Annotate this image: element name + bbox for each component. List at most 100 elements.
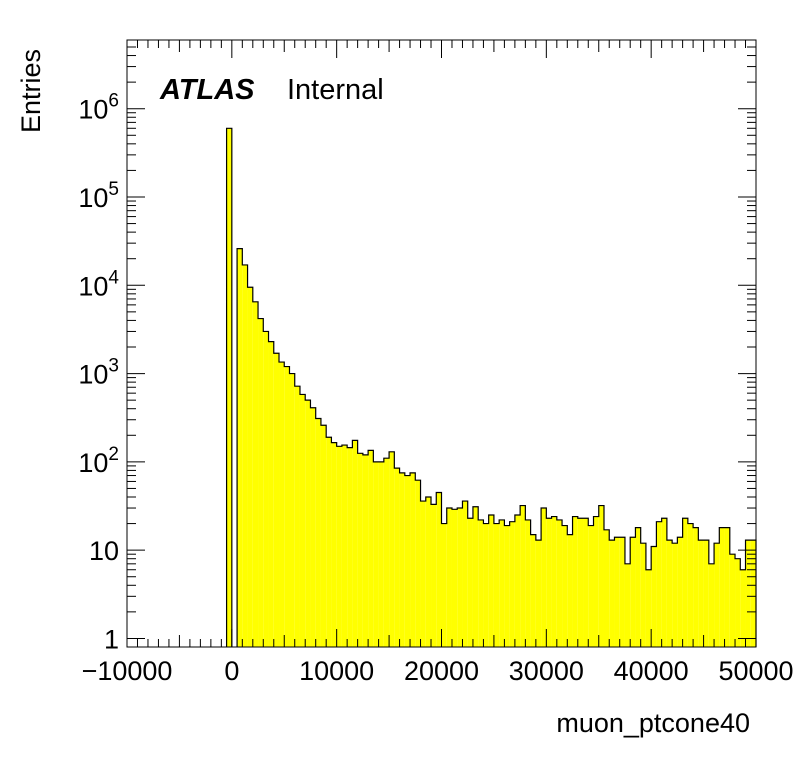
histogram-bin [373, 461, 379, 647]
histogram-bin [677, 537, 683, 647]
internal-label: Internal [287, 74, 384, 106]
histogram-bin [425, 496, 432, 647]
histogram-bin [514, 515, 521, 647]
histogram-bin [666, 540, 673, 647]
histogram-bin [656, 521, 662, 647]
histogram-bin [378, 461, 384, 647]
histogram-bin [504, 525, 510, 647]
x-tick-labels: −10000 0 10000 20000 30000 40000 50000 [82, 656, 794, 686]
histogram-bin [294, 386, 300, 647]
histogram-bin [472, 506, 479, 647]
histogram-bin [577, 518, 584, 647]
histogram-bin [410, 472, 416, 647]
histogram-bin [347, 447, 353, 647]
histogram-bin [740, 569, 746, 647]
histogram-bin [609, 540, 615, 647]
histogram-bin [687, 523, 694, 647]
histogram-bin [619, 537, 625, 647]
histogram-bin [624, 563, 631, 647]
histogram-bin [289, 373, 295, 647]
histogram-bin [724, 527, 730, 647]
histogram-bin [326, 437, 332, 647]
histogram-bin [457, 508, 463, 647]
histogram-bin [226, 128, 232, 648]
histogram-bin [436, 492, 442, 647]
y-tick-label: 104 [78, 267, 119, 301]
histogram-bin [562, 525, 568, 647]
histogram-bin [362, 454, 369, 647]
histogram-bin [368, 450, 374, 647]
histogram-bin [567, 534, 573, 647]
histogram-bin [593, 516, 599, 647]
histogram-bin [614, 537, 620, 647]
y-tick-label: 103 [78, 356, 119, 390]
histogram-bin [336, 446, 342, 647]
histogram-bin [483, 523, 489, 647]
histogram-bin [263, 331, 269, 647]
histogram-bin [252, 301, 259, 647]
histogram-bin [331, 442, 337, 647]
histogram-bin [268, 341, 274, 647]
histogram-bin [535, 540, 542, 647]
histogram-bin [598, 505, 604, 647]
histogram-bin [645, 569, 652, 647]
histogram-bin [462, 501, 468, 647]
histogram-bin [478, 519, 484, 647]
histogram-bin [661, 518, 667, 647]
histogram-bin [399, 472, 405, 647]
atlas-label: ATLAS [159, 74, 255, 106]
histogram-bin [441, 523, 447, 647]
x-tick-label: 10000 [299, 656, 374, 686]
histogram-bin [352, 440, 358, 647]
histogram-bin [404, 475, 411, 647]
histogram-bars [225, 127, 757, 648]
y-tick-label: 1 [104, 624, 119, 654]
histogram-bin [394, 468, 400, 647]
histogram-bin [693, 527, 699, 647]
y-tick-labels: 1 10 102 103 104 105 106 [78, 91, 119, 655]
histogram-bin [284, 366, 290, 647]
histogram-bin [541, 508, 547, 647]
histogram-bin [714, 543, 720, 647]
x-tick-label: 30000 [509, 656, 584, 686]
histogram-bin [315, 418, 321, 647]
histogram-bin [635, 527, 641, 647]
histogram-bin [431, 504, 437, 647]
histogram-bin [493, 523, 500, 647]
histogram-bin [603, 529, 610, 647]
histogram-bin [572, 516, 578, 647]
histogram-bin [682, 518, 688, 647]
histogram-bin [320, 425, 327, 647]
histogram-bin [729, 554, 736, 647]
x-axis-title: muon_ptcone40 [556, 708, 750, 738]
y-tick-label: 102 [78, 444, 119, 478]
histogram-bin [719, 527, 725, 647]
histogram-bin [389, 451, 395, 647]
histogram-bin [735, 558, 741, 647]
plot-frame [126, 39, 757, 648]
histogram-bin [745, 540, 751, 647]
histogram-bin [703, 540, 709, 647]
histogram-bin [237, 248, 243, 647]
x-tick-label: −10000 [82, 656, 173, 686]
y-tick-label: 105 [78, 179, 119, 213]
histogram-bin [556, 519, 563, 647]
histogram-bin [415, 480, 421, 647]
y-tick-label: 106 [78, 91, 119, 125]
histogram-bin [279, 362, 285, 647]
histogram-bin [446, 508, 452, 647]
histogram-bin [651, 546, 657, 647]
histogram-bin [499, 519, 505, 647]
x-tick-label: 40000 [614, 656, 689, 686]
histogram-bin [488, 515, 494, 647]
histogram-bin [750, 540, 756, 647]
x-tick-label: 20000 [404, 656, 479, 686]
histogram-bin [551, 516, 557, 647]
histogram-bin [451, 509, 458, 647]
histogram-bin [509, 521, 515, 647]
x-tick-label: 50000 [718, 656, 793, 686]
histogram-bin [273, 353, 280, 647]
histogram-bin [530, 534, 536, 647]
histogram-bin [310, 407, 316, 647]
